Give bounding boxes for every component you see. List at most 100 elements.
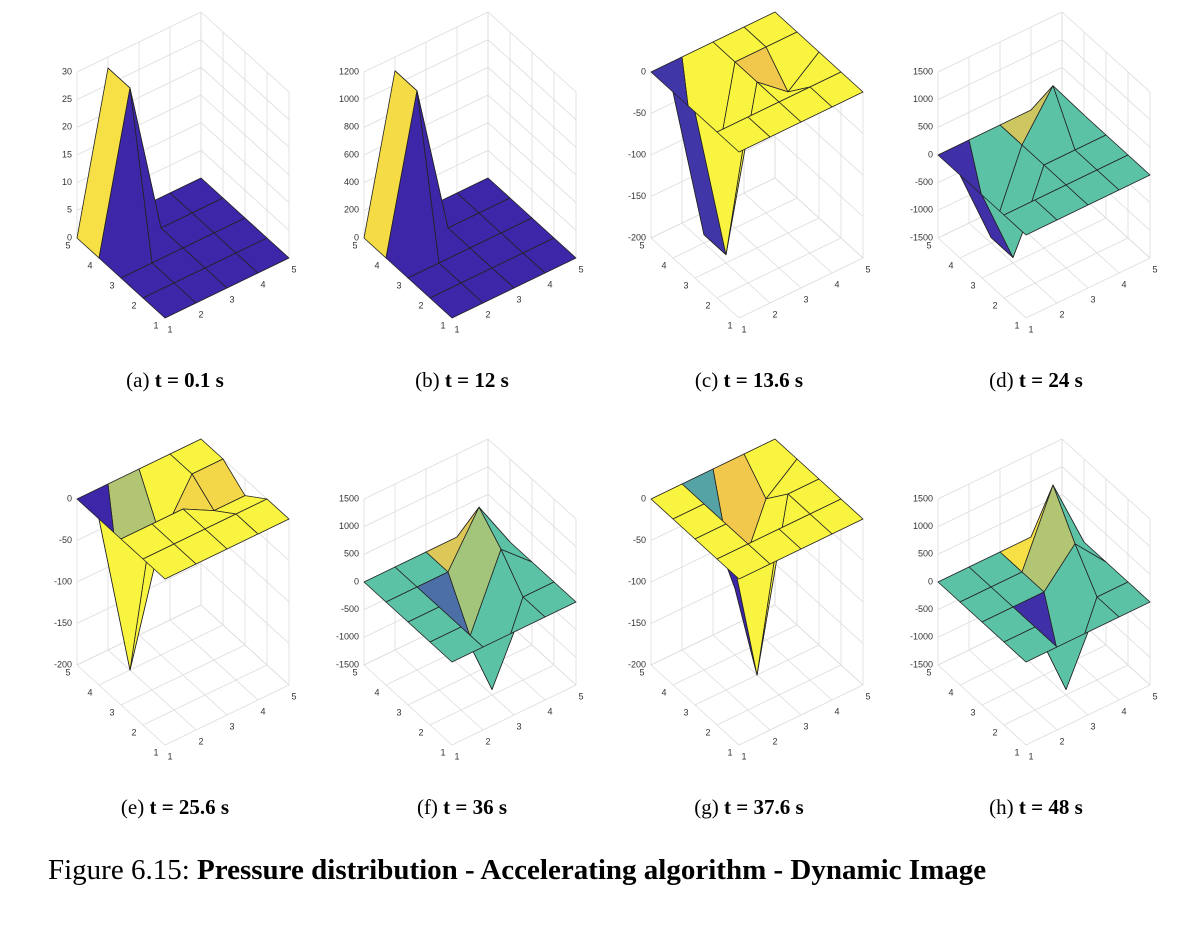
z-tick-label: -200 [54, 659, 72, 669]
surface-face [716, 543, 771, 580]
grid-line [738, 684, 864, 746]
surface-plot: -1500 -1000 -500 0 500 1000 1500 1 2 3 4 5 1 2 3 4 5 (f) … [336, 438, 584, 819]
z-tick-label: -1500 [336, 659, 359, 669]
y-tick-label: 1 [727, 320, 732, 330]
z-tick-label: -150 [628, 618, 646, 628]
y-tick-label: 1 [153, 747, 158, 757]
x-tick-label: 4 [834, 706, 839, 716]
y-tick-label: 2 [131, 300, 136, 310]
figure-label: Figure 6.15: [48, 854, 190, 886]
x-tick-label: 1 [741, 751, 746, 761]
y-tick-label: 4 [661, 260, 666, 270]
y-tick-label: 5 [926, 667, 931, 677]
z-tick-label: -200 [628, 659, 646, 669]
surface-face [429, 282, 484, 319]
x-tick-label: 5 [578, 691, 583, 701]
x-tick-label: 1 [1028, 751, 1033, 761]
subcaption: (e) t = 25.6 s [121, 795, 229, 819]
z-tick-label: -100 [628, 576, 646, 586]
z-tick-label: -500 [915, 177, 933, 187]
z-tick-label: 1500 [339, 493, 359, 503]
subcaption-text: t = 13.6 s [723, 368, 803, 392]
x-tick-label: 4 [260, 279, 265, 289]
grid-line [1003, 664, 1129, 726]
y-tick-label: 5 [926, 240, 931, 250]
x-tick-label: 3 [229, 294, 234, 304]
x-tick-label: 2 [772, 309, 777, 319]
subcaption-text: t = 25.6 s [149, 795, 229, 819]
subcaption-label: (b) [415, 368, 440, 392]
z-tick-label: 500 [918, 549, 933, 559]
z-tick-label: -150 [628, 191, 646, 201]
x-tick-label: 1 [1028, 324, 1033, 334]
x-tick-label: 1 [167, 324, 172, 334]
z-tick-label: 10 [62, 177, 72, 187]
z-tick-label: -100 [54, 576, 72, 586]
y-tick-label: 1 [153, 320, 158, 330]
grid-line [142, 664, 268, 726]
subcaption-label: (d) [989, 368, 1014, 392]
z-tick-label: 0 [67, 493, 72, 503]
z-tick-label: 15 [62, 149, 72, 159]
surface-face [142, 282, 197, 319]
subcaption-text: t = 48 s [1019, 795, 1083, 819]
surface-plot: -200 -150 -100 -50 0 1 2 3 4 5 1 2 3 4 5 (c) t = 13.6 s [628, 11, 871, 392]
y-tick-label: 1 [1014, 320, 1019, 330]
y-tick-label: 4 [661, 687, 666, 697]
x-tick-label: 3 [516, 721, 521, 731]
z-tick-label: 500 [918, 122, 933, 132]
grid-line [407, 644, 533, 706]
y-tick-label: 1 [440, 320, 445, 330]
z-tick-label: 200 [344, 205, 359, 215]
z-tick-label: 0 [928, 576, 933, 586]
y-tick-label: 2 [418, 727, 423, 737]
subcaption: (a) t = 0.1 s [126, 368, 224, 392]
y-tick-label: 4 [374, 687, 379, 697]
z-tick-label: 0 [354, 576, 359, 586]
y-tick-label: 1 [1014, 747, 1019, 757]
x-tick-label: 2 [198, 736, 203, 746]
grid-line [981, 217, 1107, 279]
x-tick-label: 5 [291, 264, 296, 274]
z-tick-label: -1500 [910, 659, 933, 669]
surface-face [1003, 626, 1058, 663]
subcaption: (d) t = 24 s [989, 368, 1083, 392]
x-tick-label: 2 [198, 309, 203, 319]
z-tick-label: 0 [641, 66, 646, 76]
subcaption-label: (c) [695, 368, 718, 392]
surface-face [1003, 199, 1058, 236]
z-tick-label: 1500 [913, 493, 933, 503]
y-tick-label: 2 [131, 727, 136, 737]
z-tick-label: 5 [67, 205, 72, 215]
x-tick-label: 3 [1090, 721, 1095, 731]
x-tick-label: 1 [741, 324, 746, 334]
grid-line [672, 624, 798, 686]
surface-plot: -200 -150 -100 -50 0 1 2 3 4 5 1 2 3 4 5 (g) t = 37.6 s [628, 438, 871, 819]
x-tick-label: 2 [1059, 736, 1064, 746]
subcaption-text: t = 37.6 s [724, 795, 804, 819]
z-tick-label: 0 [67, 232, 72, 242]
grid-line [1025, 257, 1151, 319]
grid-line [76, 604, 202, 666]
x-tick-label: 2 [485, 309, 490, 319]
x-tick-label: 3 [803, 294, 808, 304]
y-tick-label: 2 [992, 300, 997, 310]
x-tick-label: 5 [1152, 691, 1157, 701]
x-tick-label: 3 [1090, 294, 1095, 304]
grid-line [1025, 684, 1151, 746]
subcaption: (b) t = 12 s [415, 368, 509, 392]
x-tick-label: 3 [229, 721, 234, 731]
grid-line [120, 644, 246, 706]
x-tick-label: 1 [167, 751, 172, 761]
grid-line [672, 197, 798, 259]
z-tick-label: -500 [915, 604, 933, 614]
z-tick-label: -500 [341, 604, 359, 614]
z-tick-label: 1200 [339, 66, 359, 76]
y-tick-label: 5 [352, 240, 357, 250]
subcaption: (h) t = 48 s [989, 795, 1083, 819]
surface-face [142, 543, 197, 580]
y-tick-label: 3 [970, 280, 975, 290]
z-tick-label: -50 [59, 535, 72, 545]
z-tick-label: 0 [354, 232, 359, 242]
grid-line [981, 644, 1107, 706]
